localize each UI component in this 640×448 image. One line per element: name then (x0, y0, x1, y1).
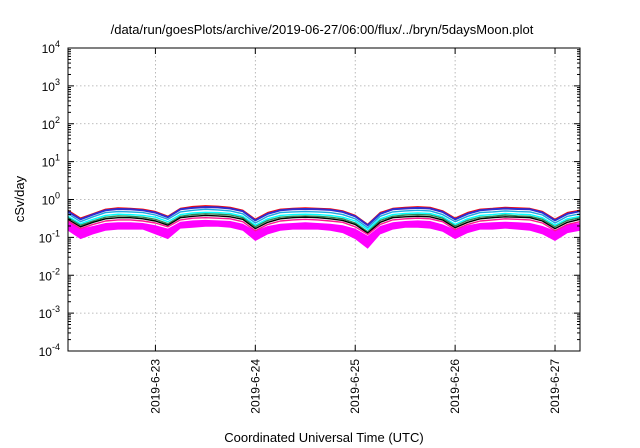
x-tick-label: 2019-6-24 (248, 359, 262, 414)
grid (68, 48, 580, 351)
x-tick-label: 2019-6-26 (448, 359, 462, 414)
x-axis-label: Coordinated Universal Time (UTC) (224, 430, 423, 445)
y-tick-label: 101 (42, 153, 60, 170)
y-tick-label: 100 (42, 191, 60, 208)
series-line-2 (67, 206, 581, 227)
ticks: 10-4 10-3 10-2 10-1 100 101 102 103 104 2019-6-23… (39, 39, 580, 414)
x-tick-label: 2019-6-27 (548, 359, 562, 414)
series-line-7 (67, 216, 581, 236)
data-layer (67, 205, 581, 249)
y-tick-label: 103 (42, 77, 60, 94)
chart-title: /data/run/goesPlots/archive/2019-06-27/0… (111, 22, 534, 37)
series-line-5 (67, 213, 581, 233)
series-line-6 (67, 214, 581, 234)
y-tick-label: 10-4 (39, 342, 60, 359)
flux-spread-band (68, 219, 580, 249)
x-tick-label: 2019-6-25 (348, 359, 362, 414)
x-tick-label: 2019-6-23 (148, 359, 162, 414)
series-line-3 (67, 208, 581, 229)
y-tick-label: 10-1 (39, 228, 60, 245)
series-line-4 (67, 211, 581, 231)
y-tick-label: 10-2 (39, 266, 60, 283)
y-axis-label: cSv/day (12, 175, 27, 222)
y-tick-label: 10-3 (39, 304, 60, 321)
y-tick-label: 102 (42, 115, 60, 132)
y-tick-label: 104 (42, 39, 60, 56)
